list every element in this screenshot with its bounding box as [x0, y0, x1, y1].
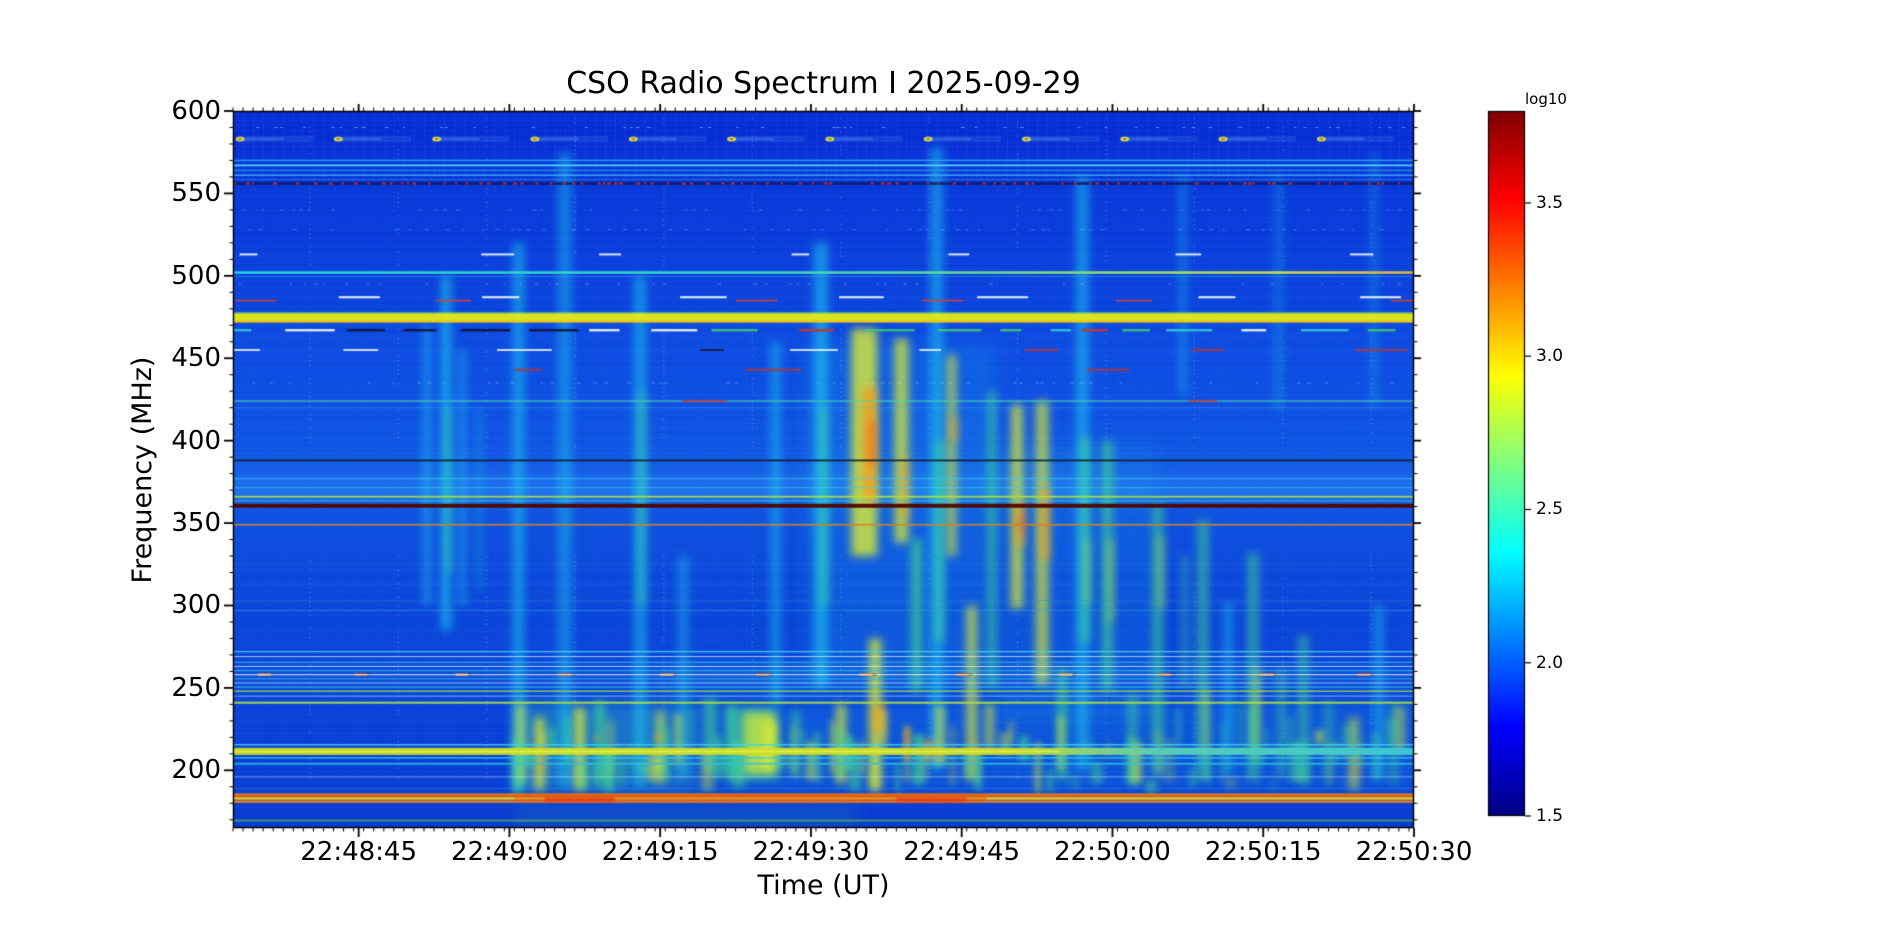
y-tick-label: 400	[171, 425, 221, 456]
y-tick-label: 200	[171, 755, 221, 786]
x-tick-label: 22:50:00	[1054, 837, 1171, 867]
colorbar-tick-label: 3.0	[1536, 346, 1564, 367]
x-tick-label: 22:50:15	[1204, 837, 1322, 867]
y-tick-label: 600	[171, 96, 221, 126]
colorbar-tick-label: 2.5	[1536, 499, 1564, 520]
x-tick-label: 22:49:45	[903, 837, 1021, 867]
x-tick-label: 22:48:45	[300, 837, 418, 867]
colorbar-tick-label: 3.5	[1536, 192, 1564, 213]
y-tick-label: 350	[171, 508, 221, 539]
chart-title: CSO Radio Spectrum I 2025-09-29	[566, 66, 1081, 101]
colorbar-label: log10	[1525, 90, 1567, 108]
x-tick-label: 22:49:15	[601, 837, 719, 867]
colorbar-tick-label: 1.5	[1536, 806, 1564, 826]
y-tick-label: 550	[171, 178, 221, 209]
colorbar-tick-label: 2.0	[1536, 652, 1564, 673]
y-tick-label: 450	[171, 343, 221, 374]
y-tick-label: 500	[171, 260, 221, 291]
x-axis-label: Time (UT)	[757, 870, 890, 901]
y-tick-label: 300	[171, 590, 221, 621]
x-tick-label: 22:49:00	[451, 837, 568, 867]
y-tick-label: 250	[171, 672, 221, 703]
x-tick-label: 22:49:30	[752, 837, 870, 867]
x-tick-label: 22:50:30	[1355, 837, 1473, 867]
